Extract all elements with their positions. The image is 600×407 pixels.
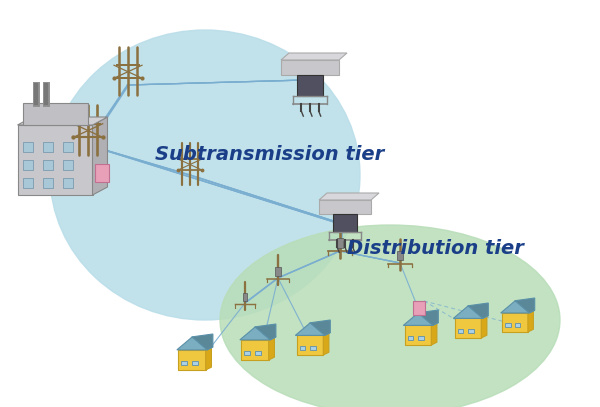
Polygon shape [281,60,339,75]
Bar [397,252,403,260]
Polygon shape [468,329,473,333]
Polygon shape [244,350,250,355]
Bar [43,142,53,152]
Polygon shape [501,301,535,313]
Bar [413,301,425,315]
Text: Subtransmission tier: Subtransmission tier [155,145,385,164]
Bar [43,178,53,188]
Polygon shape [323,333,329,355]
Bar [23,160,32,170]
Polygon shape [192,361,198,365]
Bar [62,160,73,170]
Bar [23,142,32,152]
Polygon shape [418,310,438,326]
Polygon shape [295,323,331,335]
Polygon shape [17,125,92,195]
Text: Distribution tier: Distribution tier [347,239,523,258]
Bar [23,178,32,188]
Polygon shape [310,346,316,350]
Polygon shape [515,298,535,313]
Bar [337,238,343,248]
Polygon shape [178,350,206,370]
Polygon shape [454,306,488,318]
Polygon shape [404,326,431,345]
Polygon shape [502,313,528,332]
Polygon shape [23,103,88,125]
Polygon shape [297,75,323,96]
Bar [275,267,281,276]
Polygon shape [468,303,488,318]
Polygon shape [255,324,276,340]
Polygon shape [515,323,520,327]
Polygon shape [403,313,438,326]
Polygon shape [241,340,269,360]
Polygon shape [255,350,261,355]
Bar [95,164,109,182]
Polygon shape [281,53,347,60]
Ellipse shape [50,30,360,320]
Polygon shape [177,337,213,350]
Polygon shape [299,346,305,350]
Polygon shape [418,336,424,340]
Polygon shape [458,329,463,333]
Polygon shape [319,200,371,214]
Polygon shape [181,361,187,365]
Polygon shape [334,214,356,232]
Bar [62,142,73,152]
Polygon shape [92,117,107,195]
Polygon shape [431,323,437,345]
Polygon shape [481,315,487,338]
Polygon shape [310,320,331,335]
Polygon shape [528,310,533,332]
Polygon shape [192,334,213,350]
Polygon shape [505,323,511,327]
Bar [242,293,247,302]
Bar [62,178,73,188]
Ellipse shape [220,225,560,407]
Polygon shape [240,327,276,340]
Polygon shape [17,117,107,125]
Polygon shape [269,337,274,360]
Polygon shape [319,193,379,200]
Bar [43,160,53,170]
Polygon shape [296,335,323,355]
Polygon shape [407,336,413,340]
Polygon shape [206,347,211,370]
Polygon shape [455,318,481,338]
